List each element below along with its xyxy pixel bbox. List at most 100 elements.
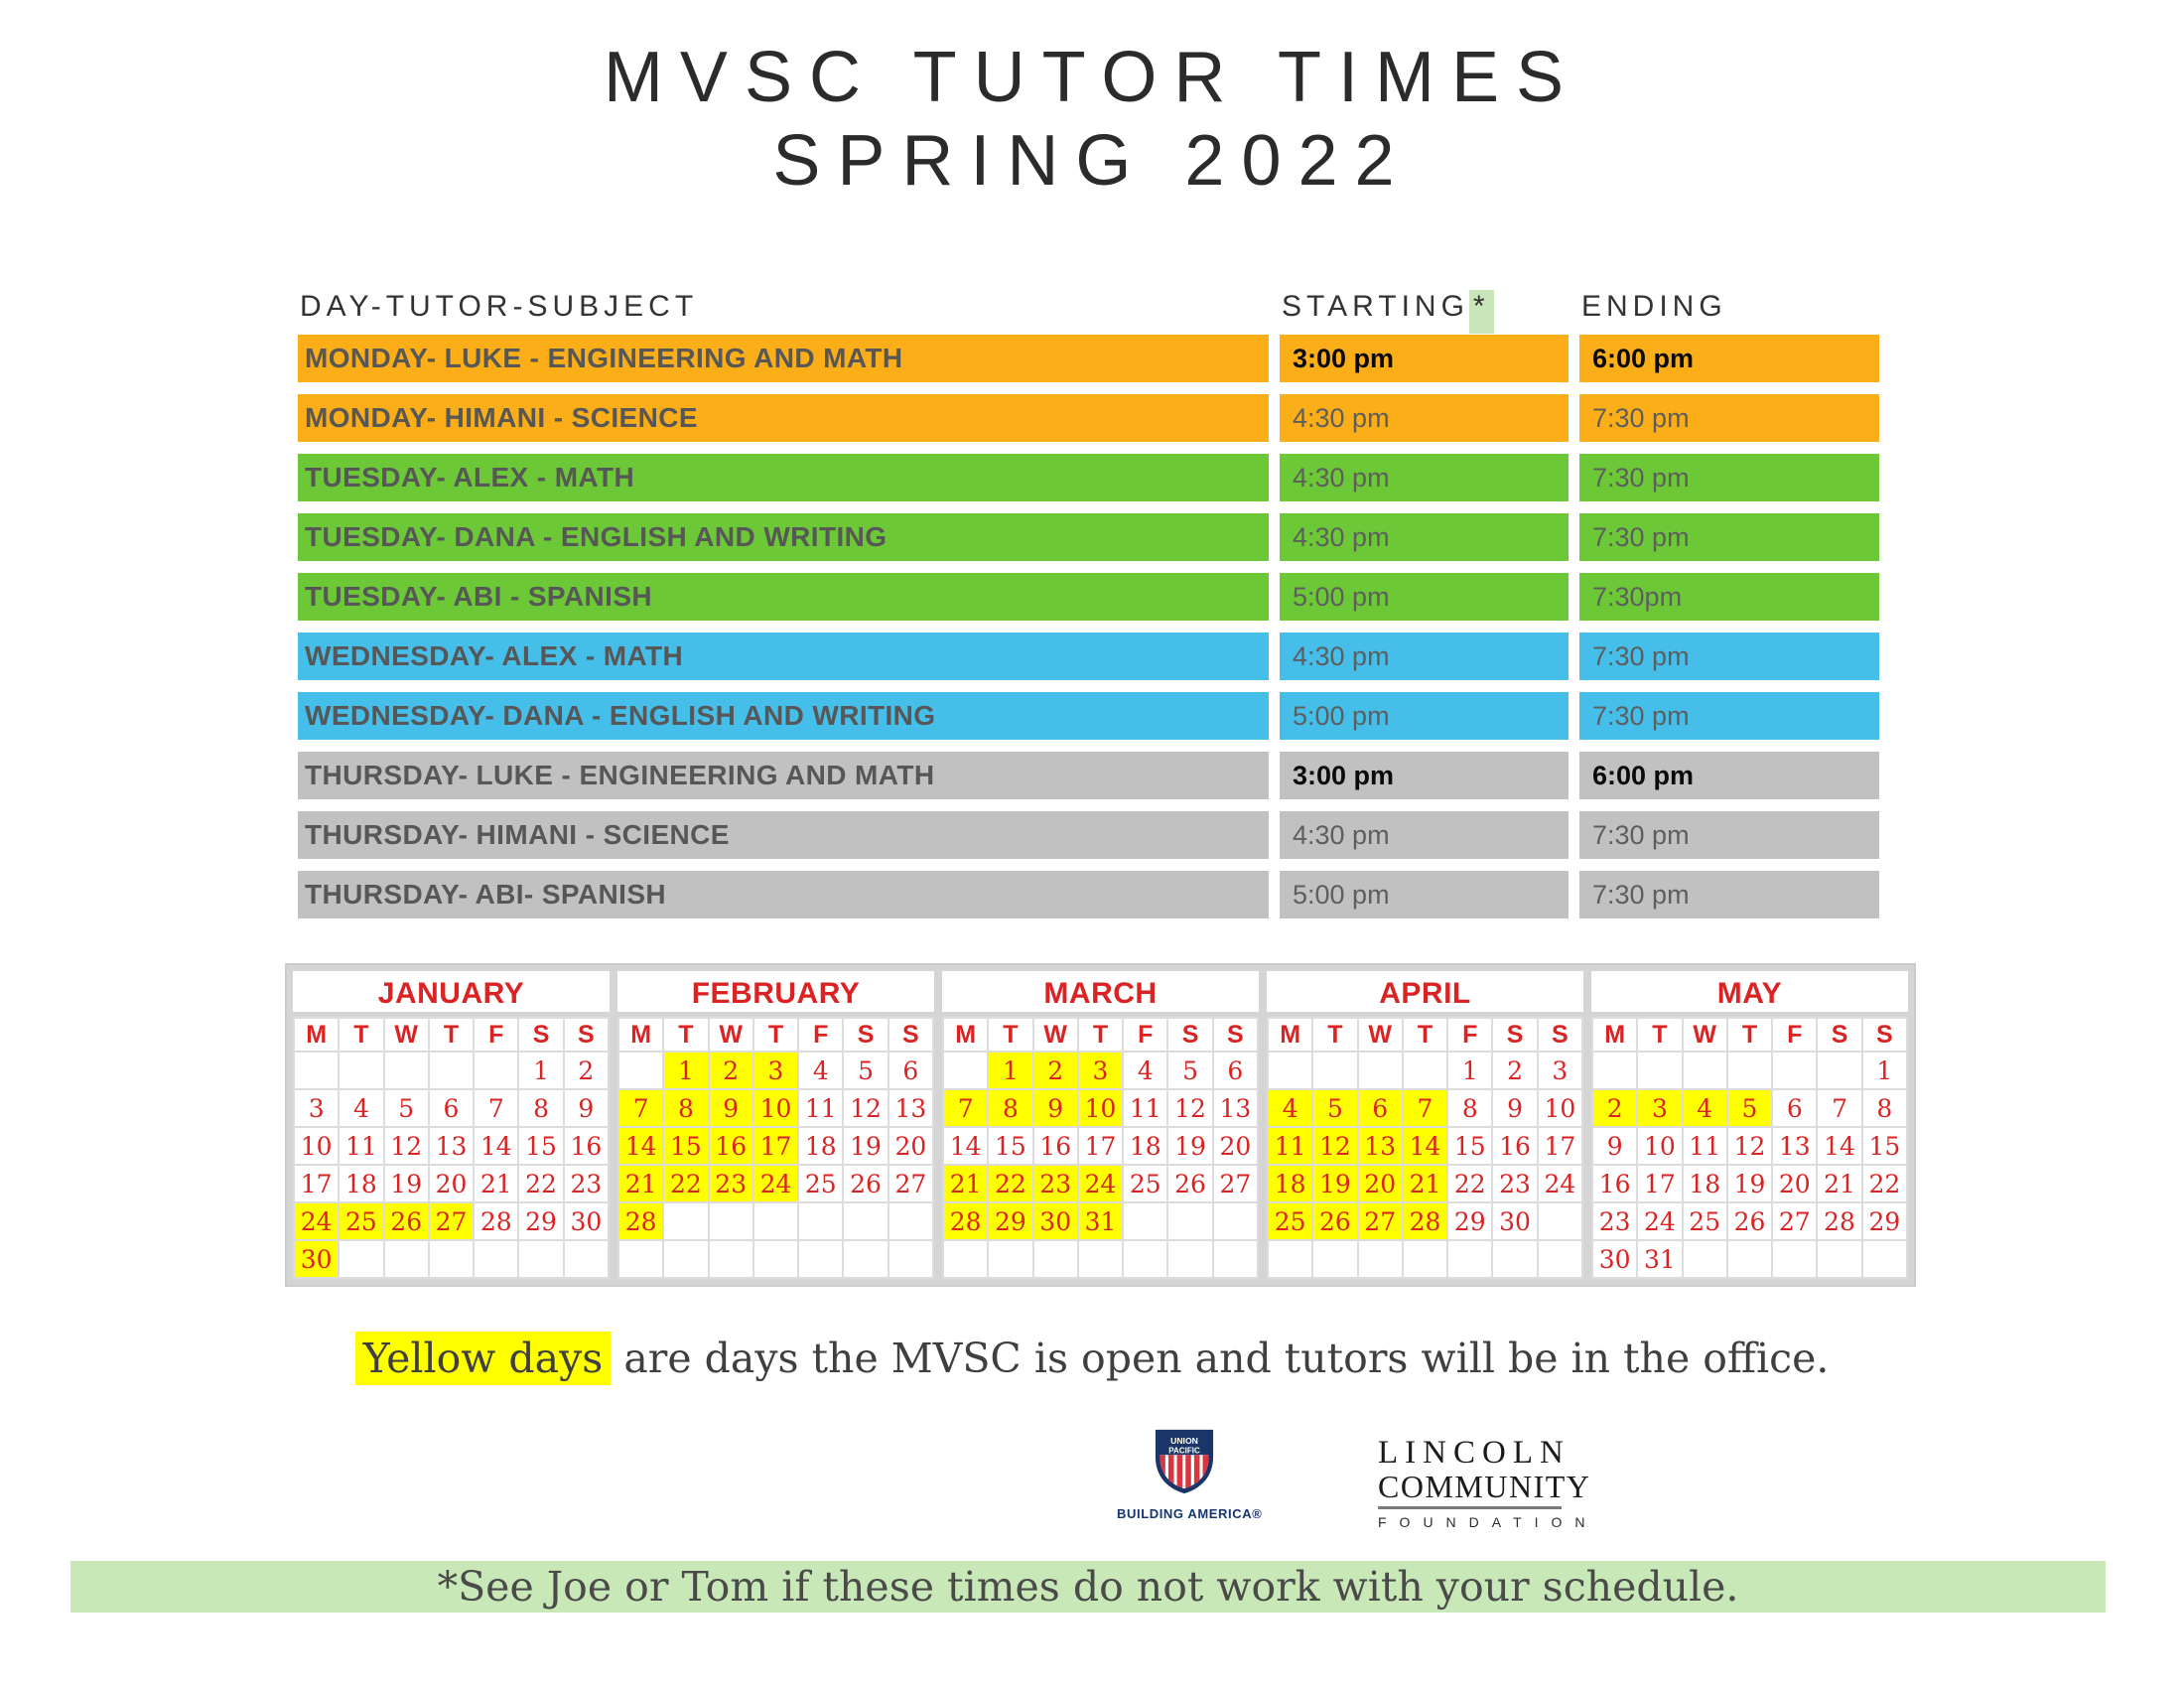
weekday-header: T (989, 1019, 1032, 1051)
union-pacific-logo: UNION PACIFIC BUILDING AMERICA® (1117, 1428, 1262, 1521)
calendar-empty-cell (564, 1241, 608, 1277)
calendar-day: 20 (429, 1166, 474, 1201)
weekday-header: S (1493, 1019, 1537, 1051)
union-pacific-word2: PACIFIC (1168, 1446, 1200, 1455)
weekday-header: S (1818, 1019, 1861, 1051)
calendar-day: 30 (1593, 1241, 1637, 1277)
calendar-day: 22 (1448, 1166, 1492, 1201)
calendar-day: 28 (1818, 1203, 1861, 1239)
calendar-day: 8 (1448, 1090, 1492, 1126)
calendar-day: 16 (1593, 1166, 1637, 1201)
calendar-day: 4 (1124, 1053, 1167, 1088)
calendar-day: 28 (619, 1203, 663, 1239)
calendar-day: 9 (1493, 1090, 1537, 1126)
calendar-day: 24 (1078, 1166, 1123, 1201)
schedule-starting-time: 5:00 pm (1280, 692, 1569, 740)
column-header-ending: ENDING (1581, 290, 1727, 323)
calendar-day: 30 (564, 1203, 608, 1239)
calendar-day: 8 (519, 1090, 563, 1126)
calendar-day: 2 (1033, 1053, 1077, 1088)
calendar-empty-cell (1683, 1241, 1726, 1277)
calendar-day: 4 (1269, 1090, 1312, 1126)
calendar-day: 25 (1269, 1203, 1312, 1239)
calendar-day: 15 (1862, 1128, 1906, 1164)
calendar-day: 24 (295, 1203, 339, 1239)
calendar-day: 28 (475, 1203, 518, 1239)
calendar-day: 10 (1538, 1090, 1581, 1126)
calendar-empty-cell (989, 1241, 1032, 1277)
calendar-empty-cell (475, 1241, 518, 1277)
calendar-day: 3 (1078, 1053, 1123, 1088)
calendar-day: 22 (664, 1166, 708, 1201)
schedule-ending-time: 7:30pm (1579, 573, 1879, 621)
yellow-days-note: Yellow days are days the MVSC is open an… (0, 1332, 2184, 1385)
calendar-day: 21 (475, 1166, 518, 1201)
calendar-day: 23 (1593, 1203, 1637, 1239)
weekday-header: F (1773, 1019, 1817, 1051)
calendar-day: 18 (1124, 1128, 1167, 1164)
calendar-empty-cell (844, 1241, 887, 1277)
schedule-ending-time: 7:30 pm (1579, 454, 1879, 501)
calendar-day: 28 (1403, 1203, 1447, 1239)
calendar-day: 22 (1862, 1166, 1906, 1201)
weekday-header: S (1168, 1019, 1212, 1051)
calendar-empty-cell (844, 1203, 887, 1239)
calendar-day: 19 (844, 1128, 887, 1164)
weekday-header: M (619, 1019, 663, 1051)
calendar-day: 19 (384, 1166, 428, 1201)
calendar-day: 2 (709, 1053, 752, 1088)
calendar-day: 11 (1683, 1128, 1726, 1164)
calendar-day: 23 (564, 1166, 608, 1201)
calendar-day: 2 (1593, 1090, 1637, 1126)
calendar-empty-cell (1638, 1053, 1682, 1088)
calendar-day: 19 (1168, 1128, 1212, 1164)
calendar-day: 11 (1124, 1090, 1167, 1126)
calendar-day: 6 (888, 1053, 932, 1088)
calendar-day: 29 (989, 1203, 1032, 1239)
page-title: MVSC TUTOR TIMES SPRING 2022 (0, 36, 2184, 203)
calendar-empty-cell (384, 1241, 428, 1277)
calendar-empty-cell (475, 1053, 518, 1088)
calendar-day: 6 (1213, 1053, 1257, 1088)
weekday-header: M (1269, 1019, 1312, 1051)
calendar-day: 26 (1313, 1203, 1357, 1239)
month-title: MAY (1591, 971, 1908, 1017)
calendar-day: 3 (753, 1053, 798, 1088)
schedule-ending-time: 7:30 pm (1579, 871, 1879, 918)
weekday-header: M (944, 1019, 988, 1051)
schedule-starting-time: 4:30 pm (1280, 454, 1569, 501)
calendar-day: 18 (1683, 1166, 1726, 1201)
calendar-empty-cell (1124, 1203, 1167, 1239)
calendar-day: 29 (1862, 1203, 1906, 1239)
calendar-empty-cell (1593, 1053, 1637, 1088)
schedule-row-label: WEDNESDAY- DANA - ENGLISH AND WRITING (298, 692, 1269, 740)
weekday-header: W (1358, 1019, 1402, 1051)
weekday-header: T (753, 1019, 798, 1051)
calendar-day: 7 (1403, 1090, 1447, 1126)
schedule-row-label: THURSDAY- HIMANI - SCIENCE (298, 811, 1269, 859)
calendar-day: 3 (1538, 1053, 1581, 1088)
calendar-day: 26 (844, 1166, 887, 1201)
calendar-day: 7 (619, 1090, 663, 1126)
calendar-day: 18 (1269, 1166, 1312, 1201)
weekday-header: W (709, 1019, 752, 1051)
schedule-row-label: TUESDAY- ABI - SPANISH (298, 573, 1269, 621)
calendar-empty-cell (1818, 1053, 1861, 1088)
calendar-day: 15 (519, 1128, 563, 1164)
footer-note-bar: *See Joe or Tom if these times do not wo… (70, 1561, 2106, 1613)
calendar-day: 1 (1448, 1053, 1492, 1088)
calendar-empty-cell (799, 1203, 843, 1239)
calendar-day: 17 (753, 1128, 798, 1164)
calendar-empty-cell (519, 1241, 563, 1277)
starting-asterisk-highlight: * (1468, 290, 1494, 334)
weekday-header: T (664, 1019, 708, 1051)
schedule-ending-time: 7:30 pm (1579, 811, 1879, 859)
calendar-day: 20 (1773, 1166, 1817, 1201)
calendar-month-january: JANUARY M T W T F S S 1 2 3 4 5 6 7 8 9 10 11 12 13 14 15 16 17 1… (293, 971, 610, 1279)
calendar-day: 5 (1313, 1090, 1357, 1126)
calendar-empty-cell (1683, 1053, 1726, 1088)
calendar-day: 16 (709, 1128, 752, 1164)
calendar-empty-cell (1269, 1241, 1312, 1277)
lcf-line2: COMMUNITY (1378, 1469, 1591, 1504)
calendar-day: 11 (340, 1128, 383, 1164)
